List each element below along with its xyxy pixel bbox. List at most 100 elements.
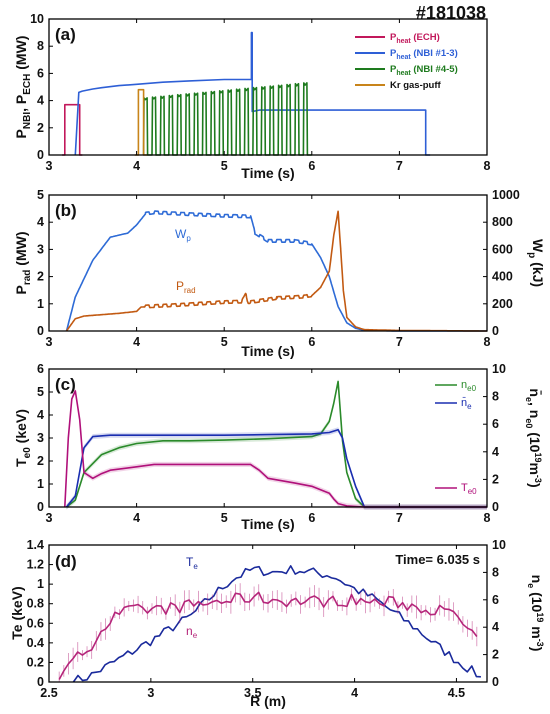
panel-b-frame (48, 194, 488, 332)
y-tick-label: 0 (37, 148, 44, 162)
series-pheat-nbi-1-3 (74, 31, 431, 156)
panel-c-traces (64, 378, 488, 510)
series-ne0 (66, 380, 487, 508)
legend-label-nbi45: Pheat (NBI #4-5) (390, 64, 458, 77)
legend-label-te0: Te0 (461, 482, 477, 496)
legend-label-ech: Pheat (ECH) (390, 32, 440, 45)
x-tick-label: 7 (396, 335, 403, 349)
x-tick-label: 6 (308, 335, 315, 349)
panel-d-xlabel: R (m) (250, 693, 286, 709)
y-tick-label: 8 (37, 39, 44, 53)
x-tick-label: 5 (221, 511, 228, 525)
panel-a-ticks: 3 4 5 6 7 8 0 2 4 6 8 10 (30, 12, 490, 173)
y2-tick-label: 10 (492, 538, 506, 552)
y-tick-label: 0.8 (27, 597, 44, 611)
y2-tick-label: 0 (492, 500, 499, 514)
y-tick-label: 6 (37, 362, 44, 376)
y-tick-label: 2 (37, 454, 44, 468)
panel-d-frame (48, 544, 488, 683)
panel-d-y2label: ne (1019 m-3) (526, 575, 545, 652)
annotation-ne: ne (186, 624, 198, 640)
panel-d-ticks: 2.5 3 3.5 4 4.5 0 0.2 0.4 0.6 0.8 1 1.2 1.4 0 2 4 6 8 10 (27, 538, 506, 700)
y-tick-label: 3 (37, 242, 44, 256)
panel-b-xlabel: Time (s) (241, 343, 294, 359)
panel-d-time-label: Time= 6.035 s (395, 552, 480, 567)
x-tick-label: 2.5 (40, 686, 57, 700)
y-tick-label: 10 (30, 12, 44, 26)
x-tick-label: 7 (396, 159, 403, 173)
y2-tick-label: 6 (492, 417, 499, 431)
panel-d-traces (58, 565, 481, 683)
panel-a-frame (48, 18, 488, 156)
x-tick-label: 4 (133, 159, 140, 173)
panel-b-traces (65, 210, 488, 332)
panel-d-label: (d) (55, 552, 77, 571)
y-tick-label: 1.4 (27, 538, 44, 552)
y-tick-label: 2 (37, 121, 44, 135)
legend-label-ne0: ne0 (461, 379, 477, 393)
annotation-te: Te (186, 555, 198, 571)
panel-a-legend: Pheat (ECH) Pheat (NBI #1-3) Pheat (NBI … (355, 32, 458, 91)
panel-a: 3 4 5 6 7 8 0 2 4 6 8 10 (a) Time (s) PNBI, PECH (M… (13, 12, 491, 181)
series-prad (65, 210, 488, 332)
panel-d-ylabel: Te (keV) (9, 586, 25, 639)
x-tick-label: 4 (351, 686, 358, 700)
y2-tick-label: 8 (492, 390, 499, 404)
y2-tick-label: 10 (492, 362, 506, 376)
panel-d: 2.5 3 3.5 4 4.5 0 0.2 0.4 0.6 0.8 1 1.2 1.4 0 2 4 6 8 10 (… (9, 538, 545, 709)
y-tick-label: 4 (37, 94, 44, 108)
legend-label-nebar: n̄e (461, 396, 472, 411)
y-tick-label: 1 (37, 297, 44, 311)
y-tick-label: 6 (37, 66, 44, 80)
legend-label-nbi13: Pheat (NBI #1-3) (390, 48, 458, 61)
y2-tick-label: 2 (492, 472, 499, 486)
series-n-e (65, 428, 487, 508)
x-tick-label: 3.5 (244, 686, 261, 700)
y-tick-label: 0 (37, 675, 44, 689)
series-pheat-ech (62, 103, 83, 156)
panel-a-traces (62, 31, 431, 156)
y2-tick-label: 4 (492, 445, 499, 459)
y-tick-label: 1.2 (27, 558, 44, 572)
y-tick-label: 0.6 (27, 616, 44, 630)
y2-tick-label: 400 (492, 270, 513, 284)
y-tick-label: 4 (37, 408, 44, 422)
y-tick-label: 5 (37, 385, 44, 399)
y2-tick-label: 2 (492, 648, 499, 662)
series-te (72, 565, 481, 683)
panel-c-ylabel: Te0 (keV) (13, 409, 33, 467)
y2-tick-label: 0 (492, 675, 499, 689)
x-tick-label: 8 (484, 511, 491, 525)
x-tick-label: 3 (46, 511, 53, 525)
y-tick-label: 0 (37, 324, 44, 338)
y2-tick-label: 6 (492, 593, 499, 607)
y2-tick-label: 600 (492, 242, 513, 256)
x-tick-label: 3 (46, 159, 53, 173)
annotation-prad: Prad (176, 279, 196, 295)
y2-tick-label: 8 (492, 565, 499, 579)
y2-tick-label: 1000 (492, 188, 520, 202)
panel-b-ylabel: Prad (MW) (13, 232, 33, 295)
y-tick-label: 0.4 (27, 636, 44, 650)
legend-label-kr: Kr gas-puff (390, 80, 442, 91)
x-tick-label: 3 (147, 686, 154, 700)
panel-c-xlabel: Time (s) (241, 516, 294, 532)
series-pheat-nbi-4-5 (142, 82, 312, 156)
x-tick-label: 4.5 (448, 686, 465, 700)
panel-a-xlabel: Time (s) (241, 165, 294, 181)
series-te0 (64, 390, 487, 508)
panel-a-ylabel: PNBI, PECH (MW) (13, 36, 33, 139)
panel-c-legend: ne0 n̄e Te0 (435, 379, 477, 496)
y2-tick-label: 0 (492, 324, 499, 338)
y-tick-label: 5 (37, 188, 44, 202)
series-ne0-band (66, 378, 487, 510)
panel-a-label: (a) (55, 25, 76, 44)
panel-b-label: (b) (55, 201, 77, 220)
x-tick-label: 4 (133, 511, 140, 525)
y2-tick-label: 4 (492, 620, 499, 634)
series-wp (65, 210, 488, 332)
